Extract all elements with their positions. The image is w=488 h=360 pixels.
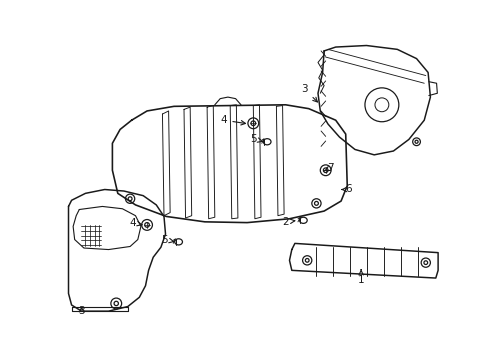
Text: 3: 3 (301, 84, 317, 102)
Text: 5: 5 (161, 235, 174, 244)
Text: 5: 5 (249, 134, 262, 144)
Text: 2: 2 (282, 217, 294, 227)
Text: 1: 1 (357, 270, 364, 285)
Text: 4: 4 (220, 115, 245, 125)
Text: 7: 7 (324, 163, 333, 173)
Text: 6: 6 (342, 184, 351, 194)
Text: 4: 4 (130, 217, 142, 228)
Text: 3: 3 (78, 306, 85, 316)
